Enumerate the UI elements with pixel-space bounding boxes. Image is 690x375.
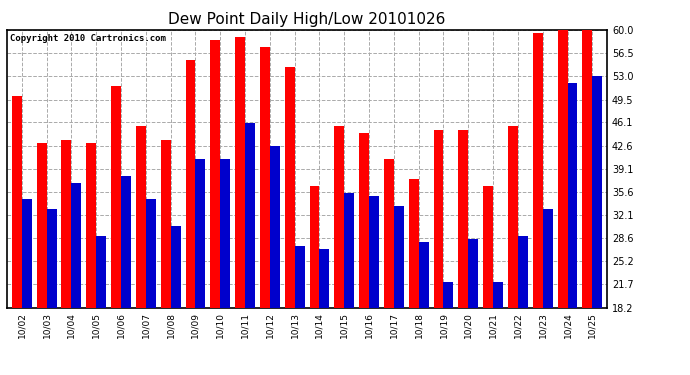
Bar [394, 206, 404, 308]
Bar [295, 246, 304, 308]
Bar [344, 193, 354, 308]
Bar [37, 143, 47, 308]
Bar [86, 143, 96, 308]
Bar [235, 37, 245, 308]
Bar [359, 133, 369, 308]
Bar [245, 123, 255, 308]
Bar [186, 60, 195, 308]
Bar [161, 140, 170, 308]
Bar [146, 199, 156, 308]
Bar [493, 282, 503, 308]
Bar [210, 40, 220, 308]
Bar [384, 159, 394, 308]
Bar [369, 196, 379, 308]
Bar [408, 179, 419, 308]
Bar [195, 159, 206, 308]
Bar [170, 226, 181, 308]
Bar [335, 126, 344, 308]
Bar [444, 282, 453, 308]
Bar [12, 96, 22, 308]
Bar [121, 176, 131, 308]
Bar [270, 146, 279, 308]
Bar [458, 130, 469, 308]
Bar [220, 159, 230, 308]
Bar [136, 126, 146, 308]
Bar [61, 140, 71, 308]
Bar [533, 33, 543, 308]
Bar [71, 183, 81, 308]
Text: Copyright 2010 Cartronics.com: Copyright 2010 Cartronics.com [10, 34, 166, 43]
Bar [111, 86, 121, 308]
Bar [22, 199, 32, 308]
Bar [433, 130, 444, 308]
Bar [469, 239, 478, 308]
Bar [558, 30, 567, 308]
Bar [567, 83, 578, 308]
Bar [310, 186, 319, 308]
Bar [285, 66, 295, 308]
Bar [319, 249, 329, 308]
Bar [582, 30, 592, 308]
Bar [518, 236, 528, 308]
Bar [96, 236, 106, 308]
Bar [260, 46, 270, 308]
Bar [508, 126, 518, 308]
Title: Dew Point Daily High/Low 20101026: Dew Point Daily High/Low 20101026 [168, 12, 446, 27]
Bar [592, 76, 602, 308]
Bar [543, 209, 553, 308]
Bar [419, 243, 428, 308]
Bar [483, 186, 493, 308]
Bar [47, 209, 57, 308]
